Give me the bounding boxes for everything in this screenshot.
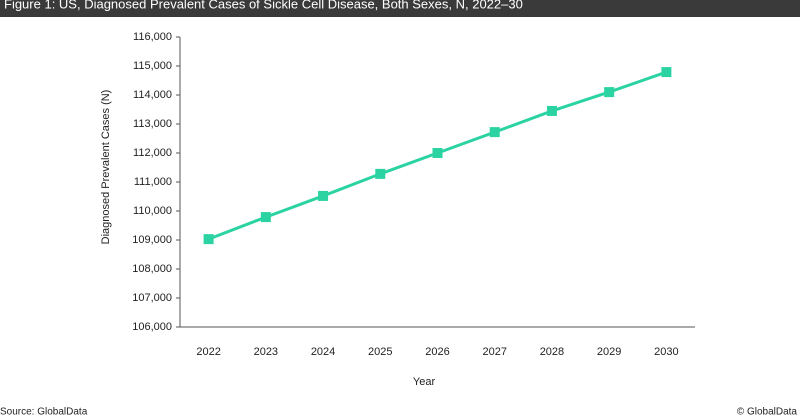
chart-title: Figure 1: US, Diagnosed Prevalent Cases … (4, 0, 523, 11)
y-tick-label: 113,000 (133, 118, 172, 130)
x-axis-label: Year (413, 376, 436, 388)
y-tick-label: 109,000 (132, 234, 172, 246)
y-tick-label: 116,000 (133, 31, 172, 43)
y-tick-label: 107,000 (132, 292, 172, 304)
x-tick-label: 2030 (654, 346, 678, 358)
point (546, 105, 557, 116)
x-tick-label: 2029 (597, 346, 621, 358)
x-tick-label: 2024 (311, 346, 335, 358)
x-tick-label: 2025 (368, 346, 392, 358)
point (375, 168, 386, 179)
x-tick-label: 2026 (425, 346, 449, 358)
y-tick-label: 115,000 (133, 60, 172, 72)
point (203, 234, 214, 245)
x-tick-label: 2022 (196, 346, 220, 358)
point (489, 127, 500, 138)
point (432, 148, 443, 158)
point (661, 67, 672, 78)
point (604, 87, 615, 98)
point (260, 212, 271, 223)
y-axis-label: Diagnosed Prevalent Cases (N) (100, 90, 112, 245)
x-tick-label: 2028 (540, 346, 564, 358)
y-tick-label: 111,000 (134, 176, 172, 188)
y-tick-label: 112,000 (133, 147, 172, 159)
source: Source: GlobalData (0, 407, 88, 418)
y-tick-label: 110,000 (133, 205, 172, 217)
x-tick-label: 2023 (254, 346, 278, 358)
y-tick-label: 108,000 (132, 263, 172, 275)
point (318, 190, 329, 201)
y-tick-label: 106,000 (132, 321, 172, 333)
x-tick-label: 2027 (482, 346, 506, 358)
title-bar (0, 0, 800, 17)
copyright: © GlobalData (737, 407, 798, 418)
y-tick-label: 114,000 (133, 89, 172, 101)
